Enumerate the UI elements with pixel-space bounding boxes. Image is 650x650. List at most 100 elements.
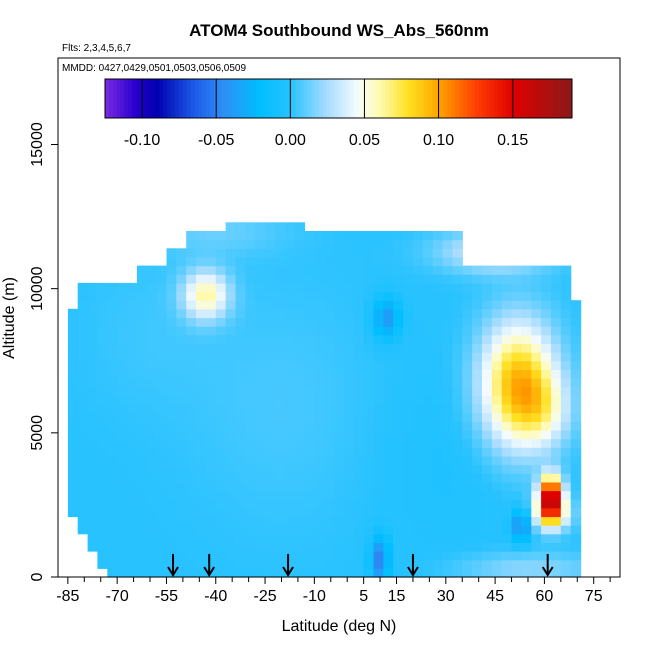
heatmap-cell (403, 256, 414, 267)
heatmap-cell (205, 256, 217, 267)
heatmap-cell (107, 455, 118, 466)
heatmap-cell (383, 291, 394, 301)
heatmap-cell (107, 369, 118, 379)
heatmap-cell (156, 490, 168, 500)
heatmap-cell (166, 386, 177, 396)
heatmap-cell (67, 481, 79, 492)
heatmap-cell (383, 334, 394, 345)
heatmap-cell (107, 352, 118, 362)
heatmap-cell (205, 507, 217, 518)
heatmap-cell (501, 533, 513, 543)
heatmap-cell (393, 386, 404, 396)
heatmap-cell (215, 404, 227, 414)
heatmap-cell (403, 568, 414, 578)
heatmap-cell (245, 568, 256, 578)
heatmap-cell (245, 430, 256, 440)
heatmap-cell (393, 378, 404, 388)
heatmap-cell (265, 369, 276, 379)
heatmap-cell (482, 404, 493, 414)
heatmap-cell (412, 265, 424, 275)
heatmap-cell (97, 421, 108, 431)
x-tick-label: 75 (585, 588, 603, 605)
heatmap-cell (324, 464, 335, 474)
heatmap-cell (255, 490, 266, 500)
heatmap-cell (353, 291, 365, 301)
heatmap-cell (255, 265, 266, 275)
heatmap-cell (127, 455, 138, 466)
heatmap-cell (196, 430, 207, 440)
heatmap-cell (442, 256, 453, 267)
heatmap-cell (225, 378, 237, 388)
heatmap-cell (343, 256, 355, 267)
heatmap-cell (353, 378, 365, 388)
heatmap-cell (156, 412, 168, 422)
heatmap-cell (452, 438, 463, 448)
heatmap-cell (560, 378, 572, 388)
heatmap-cell (127, 326, 138, 336)
heatmap-cell (146, 516, 158, 526)
heatmap-cell (452, 231, 463, 241)
heatmap-cell (166, 369, 177, 379)
heatmap-cell (353, 412, 365, 422)
heatmap-cell (205, 490, 217, 500)
heatmap-cell (117, 507, 128, 518)
heatmap-cell (284, 378, 296, 388)
heatmap-cell (551, 455, 562, 466)
heatmap-cell (324, 447, 335, 457)
heatmap-cell (432, 404, 444, 414)
heatmap-cell (255, 256, 266, 267)
heatmap-cell (255, 412, 266, 422)
heatmap-cell (274, 378, 286, 388)
heatmap-cell (422, 559, 434, 569)
heatmap-cell (77, 464, 89, 474)
heatmap-cell (77, 430, 89, 440)
heatmap-cell (491, 343, 503, 353)
heatmap-cell (205, 343, 217, 353)
heatmap-cell (136, 369, 148, 379)
heatmap-cell (482, 369, 493, 379)
heatmap-cell (422, 282, 434, 293)
heatmap-cell (334, 551, 345, 561)
heatmap-cell (373, 265, 384, 275)
heatmap-cell (551, 317, 562, 327)
heatmap-cell (412, 308, 424, 319)
heatmap-cell (235, 231, 246, 241)
heatmap-cell (274, 239, 286, 249)
heatmap-cell (383, 490, 394, 500)
heatmap-cell (284, 473, 296, 483)
heatmap-cell (117, 412, 128, 422)
heatmap-cell (205, 386, 217, 396)
heatmap-cell (166, 481, 177, 492)
heatmap-cell (541, 559, 552, 569)
heatmap-cell (442, 274, 453, 284)
colorbar-segment (241, 79, 246, 118)
colorbar-segment (381, 79, 386, 118)
colorbar-segment (233, 79, 238, 118)
heatmap-cell (442, 248, 453, 258)
colorbar-segment (175, 79, 180, 118)
heatmap-cell (235, 499, 246, 509)
heatmap-cell (412, 369, 424, 379)
colorbar-segment (248, 79, 254, 118)
heatmap-cell (452, 256, 463, 267)
heatmap-cell (531, 404, 542, 414)
heatmap-cell (117, 481, 128, 492)
heatmap-cell (334, 369, 345, 379)
heatmap-cell (314, 412, 325, 422)
heatmap-cell (403, 360, 414, 370)
heatmap-cell (334, 274, 345, 284)
heatmap-cell (284, 239, 296, 249)
heatmap-cell (127, 404, 138, 414)
heatmap-cell (343, 360, 355, 370)
heatmap-cell (136, 352, 148, 362)
heatmap-cell (412, 455, 424, 466)
heatmap-cell (166, 490, 177, 500)
heatmap-cell (255, 447, 266, 457)
heatmap-cell (432, 308, 444, 319)
heatmap-cell (156, 516, 168, 526)
heatmap-cell (274, 369, 286, 379)
heatmap-cell (393, 421, 404, 431)
heatmap-cell (412, 473, 424, 483)
heatmap-cell (245, 308, 256, 319)
heatmap-cell (304, 447, 315, 457)
